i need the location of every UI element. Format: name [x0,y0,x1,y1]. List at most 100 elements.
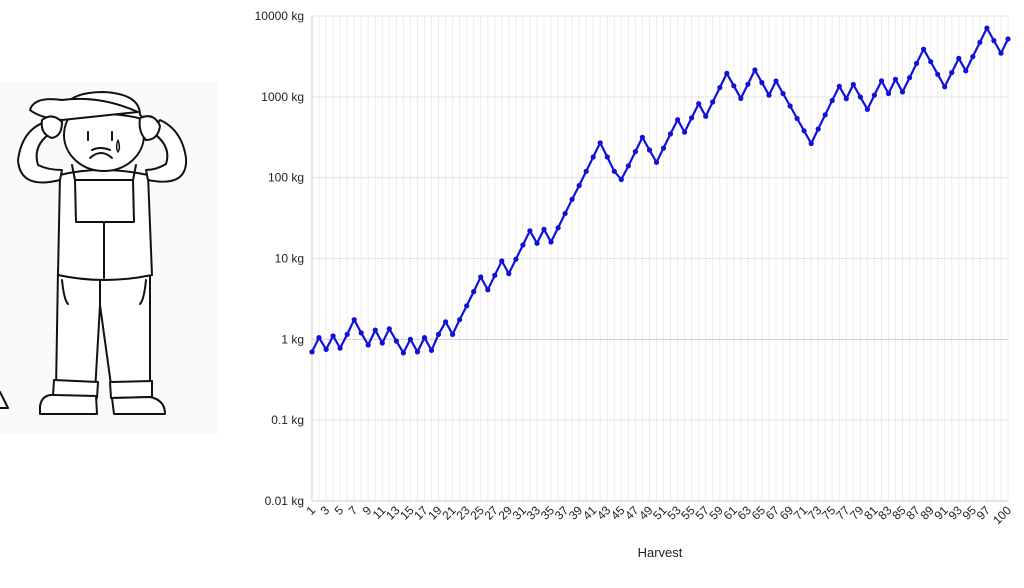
x-axis-ticks: 1 3 5 7 911131517192123252729313335373941434… [303,503,1014,527]
data-point [555,225,561,231]
data-point [667,131,674,137]
x-tick-label: 3 [318,503,333,518]
data-point [421,335,428,341]
data-point [682,129,688,135]
data-point [492,272,498,278]
data-point [351,317,357,323]
data-point [309,349,315,355]
data-point [843,96,849,102]
data-point [590,154,596,160]
data-point [815,126,821,132]
data-point [344,331,350,337]
data-point [794,115,800,122]
right-boot [111,396,166,415]
y-tick-label: 100 kg [268,171,304,185]
data-point [787,103,793,109]
data-point [991,38,997,44]
data-point [899,89,906,95]
data-point [534,240,540,246]
data-point [717,85,723,91]
data-point [611,168,617,174]
data-point [499,258,505,264]
data-point [738,95,744,101]
y-axis-ticks: 10000 kg 1000 kg 100 kg 10 kg 1 kg 0.1 kg 0.01… [255,9,304,508]
data-point [984,25,990,31]
data-point [836,83,842,89]
frown [89,152,113,159]
data-point [766,92,772,98]
data-point [604,154,610,160]
left-hand [40,115,63,139]
data-point [689,115,695,121]
data-point [527,228,533,234]
triangle-mark [0,391,9,409]
data-point [548,239,554,245]
data-point [639,134,646,140]
data-point [935,71,941,77]
data-point [675,117,681,123]
data-point [942,84,948,90]
data-point [660,145,667,151]
data-point [892,76,899,82]
overall-bib [74,179,135,223]
y-tick-label: 1 kg [281,332,304,346]
grid-lines [311,15,1009,502]
data-point [963,68,969,74]
data-point [407,336,413,342]
data-point [576,182,582,189]
data-point [864,106,871,112]
data-point [450,331,456,337]
data-point [513,256,519,262]
data-point [625,163,632,169]
data-point [520,242,526,248]
x-tick-label: 5 [332,503,347,518]
worried-farmer-illustration [0,82,218,434]
data-point [949,69,955,76]
data-point [632,149,639,155]
data-point [653,159,660,165]
data-point [829,97,835,104]
data-point [752,67,758,73]
data-point [428,347,435,353]
data-point [759,80,765,86]
y-tick-label: 10000 kg [255,9,304,23]
data-point [372,327,378,333]
data-point [386,326,392,332]
data-point [393,338,399,344]
data-point [435,331,442,337]
tear [115,139,121,154]
data-point [914,60,920,66]
data-point [703,113,709,119]
data-point [478,274,484,280]
data-point [724,70,730,76]
data-point [1005,36,1011,42]
data-point [977,39,983,45]
data-point [618,176,624,183]
x-tick-label: 97 [974,503,994,523]
data-point [822,112,828,118]
data-point [921,46,927,52]
data-point [850,81,856,88]
data-point [773,78,779,84]
data-point [597,140,603,146]
left-boot [39,393,98,415]
data-point [541,226,547,232]
data-point [956,55,962,61]
data-point [337,345,343,351]
data-point [471,289,477,295]
x-tick-label: 1 [303,503,318,518]
data-point [506,271,512,277]
data-point [731,83,737,89]
data-point [569,196,575,202]
data-point [696,101,702,107]
data-point [710,99,716,105]
x-tick-label: 100 [990,503,1014,527]
data-point [998,50,1004,56]
data-point [885,90,892,97]
data-point [907,75,913,81]
right-hand [138,115,161,141]
data-point [485,287,491,293]
y-tick-label: 0.01 kg [265,494,304,508]
series-harvest [309,25,1011,356]
